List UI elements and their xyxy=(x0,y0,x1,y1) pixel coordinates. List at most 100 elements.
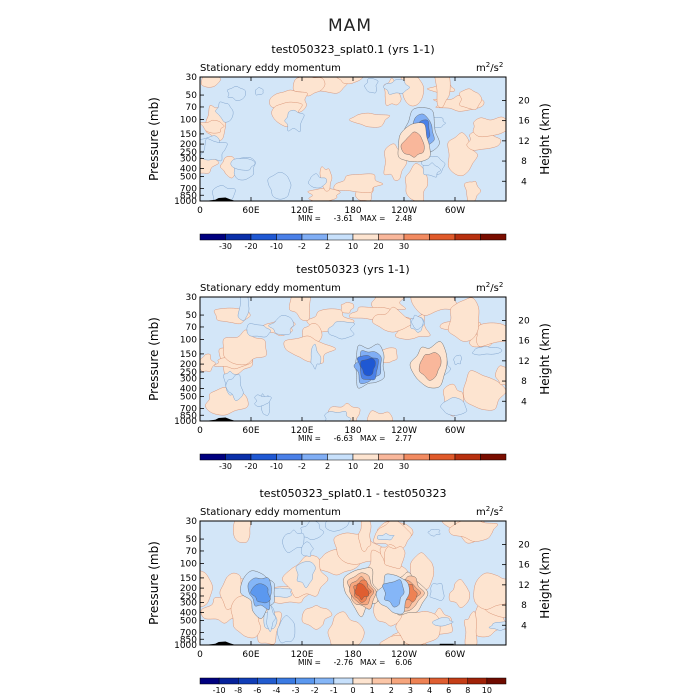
contour-region-negative xyxy=(472,346,503,356)
units-mid: /s xyxy=(490,283,499,294)
y-tick-label: 200 xyxy=(180,140,197,150)
figure-title: MAM xyxy=(328,16,372,36)
terrain-mask xyxy=(439,643,454,645)
units-superscript: 2 xyxy=(499,281,503,289)
contour-region-positive xyxy=(476,322,506,347)
contour-region-negative xyxy=(230,158,256,171)
colorbar-box xyxy=(225,453,252,461)
contour-region-positive xyxy=(358,521,372,552)
colorbar-box xyxy=(429,453,456,461)
contour-region-positive xyxy=(307,187,341,201)
contour-region-positive xyxy=(200,353,216,372)
contour-region-positive xyxy=(200,119,225,134)
height-tick-label: 12 xyxy=(518,137,529,147)
contour-region-positive xyxy=(384,546,406,569)
contour-region-negative xyxy=(226,86,246,101)
contour-region-positive xyxy=(464,181,481,201)
colorbar-box xyxy=(199,233,226,241)
contour-region-negative xyxy=(300,541,314,557)
contour-region-negative xyxy=(246,323,271,338)
colorbar-label: 2 xyxy=(325,462,330,471)
colorbar-label: -20 xyxy=(244,242,257,251)
y-tick-label: 300 xyxy=(180,154,197,164)
colorbar-box xyxy=(480,233,507,241)
units-label: m2/s2 xyxy=(476,61,503,74)
colorbar-label: 4 xyxy=(427,686,432,695)
contour-region-negative xyxy=(453,354,462,366)
y-tick-label: 70 xyxy=(186,547,198,557)
contour-region-positive xyxy=(222,329,267,366)
contour-region-negative xyxy=(237,297,250,321)
min-value: -3.61 xyxy=(334,214,354,223)
colorbar-box xyxy=(276,677,296,685)
units-label: m2/s2 xyxy=(476,281,503,294)
panel-title: test050323_splat0.1 (yrs 1-1) xyxy=(271,43,434,56)
contour-region-positive xyxy=(200,570,213,608)
contour-region-negative xyxy=(267,171,292,200)
colorbar-label: -2 xyxy=(298,462,306,471)
contour-region-positive xyxy=(283,335,336,364)
x-tick-label: 60E xyxy=(242,650,259,660)
colorbar-label: 3 xyxy=(408,686,413,695)
max-label: MAX = xyxy=(360,434,385,443)
units-label: m2/s2 xyxy=(476,505,503,518)
height-tick-label: 20 xyxy=(518,316,530,326)
panel-1: test050323_splat0.1 (yrs 1-1) Stationary … xyxy=(147,43,552,251)
colorbar-box xyxy=(199,453,226,461)
units-superscript: 2 xyxy=(499,61,503,69)
max-label: MAX = xyxy=(360,658,385,667)
colorbar-box xyxy=(352,453,379,461)
y-tick-label: 1000 xyxy=(174,641,197,651)
y-tick-label: 100 xyxy=(180,116,197,126)
terrain-mask xyxy=(204,197,236,201)
min-value: -2.76 xyxy=(334,658,354,667)
units-mid: /s xyxy=(490,507,499,518)
x-tick-label: 180 xyxy=(344,426,361,436)
y-tick-label: 200 xyxy=(180,360,197,370)
contour-region-positive xyxy=(333,173,384,193)
colorbar-box xyxy=(352,677,373,685)
colorbar-label: 6 xyxy=(446,686,451,695)
colorbar-label: -10 xyxy=(213,686,226,695)
colorbar-box xyxy=(276,233,303,241)
colorbar-box xyxy=(410,677,430,685)
units-base: m xyxy=(476,63,486,74)
colorbar-box xyxy=(333,677,354,685)
x-tick-label: 60W xyxy=(445,650,465,660)
colorbar-box xyxy=(301,233,328,241)
y-axis-label: Pressure (mb) xyxy=(147,541,161,625)
extreme-max-region xyxy=(418,352,442,381)
y-tick-label: 100 xyxy=(180,560,197,570)
y-tick-label: 1000 xyxy=(174,197,197,207)
min-label: MIN = xyxy=(298,434,321,443)
contour-region-positive xyxy=(233,521,252,543)
colorbar-label: -10 xyxy=(270,462,283,471)
panel-title: test050323 (yrs 1-1) xyxy=(296,263,409,276)
y-tick-label: 500 xyxy=(180,392,197,402)
height-axis: 20 16 12 8 4 Height (km) xyxy=(502,316,552,407)
colorbar-box xyxy=(225,233,252,241)
x-tick-label: 120E xyxy=(291,426,314,436)
y-tick-label: 400 xyxy=(180,609,197,619)
y-tick-label: 50 xyxy=(186,535,198,545)
colorbar-box xyxy=(429,677,449,685)
panel-2: test050323 (yrs 1-1) Stationary eddy mome… xyxy=(147,263,552,471)
height-tick-label: 12 xyxy=(518,357,529,367)
min-value: -6.63 xyxy=(334,434,354,443)
units-base: m xyxy=(476,283,486,294)
contour-region-positive xyxy=(372,306,414,333)
contour-region-negative xyxy=(383,79,410,95)
y-tick-label: 700 xyxy=(180,184,197,194)
colorbar-label: -30 xyxy=(219,462,232,471)
height-axis: 20 16 12 8 4 Height (km) xyxy=(502,540,552,631)
colorbar-box xyxy=(327,453,354,461)
contour-region-negative xyxy=(284,109,305,133)
y-tick-label: 70 xyxy=(186,323,198,333)
left-string: Stationary eddy momentum xyxy=(200,507,341,518)
colorbar-label: 20 xyxy=(373,242,383,251)
height-tick-label: 4 xyxy=(521,397,527,407)
colorbar-box xyxy=(391,677,411,685)
x-axis: 0 60E 120E 180 120W 60W xyxy=(197,77,465,216)
height-tick-label: 20 xyxy=(518,540,530,550)
